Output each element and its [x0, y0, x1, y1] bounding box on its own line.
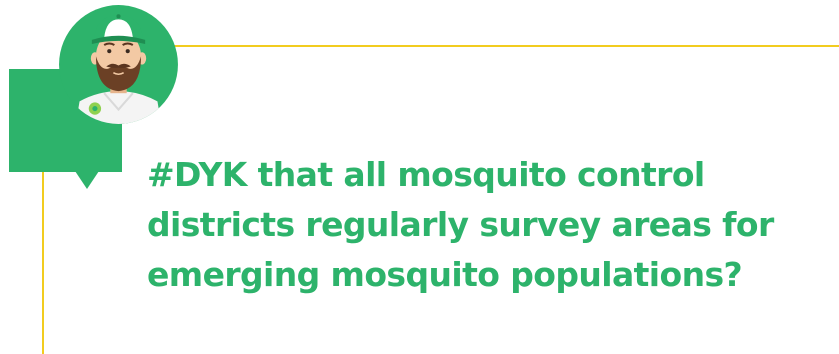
headline-line-3: emerging mosquito populations? — [147, 255, 743, 294]
headline-line-1: #DYK that all mosquito control — [147, 155, 705, 194]
headline-line-2: districts regularly survey areas for — [147, 205, 774, 244]
headline: #DYK that all mosquito control districts… — [147, 150, 827, 300]
frame-line-left — [42, 170, 44, 354]
frame-line-top — [150, 45, 839, 47]
mascot-avatar-icon — [59, 5, 178, 124]
tab-pointer — [75, 171, 99, 189]
